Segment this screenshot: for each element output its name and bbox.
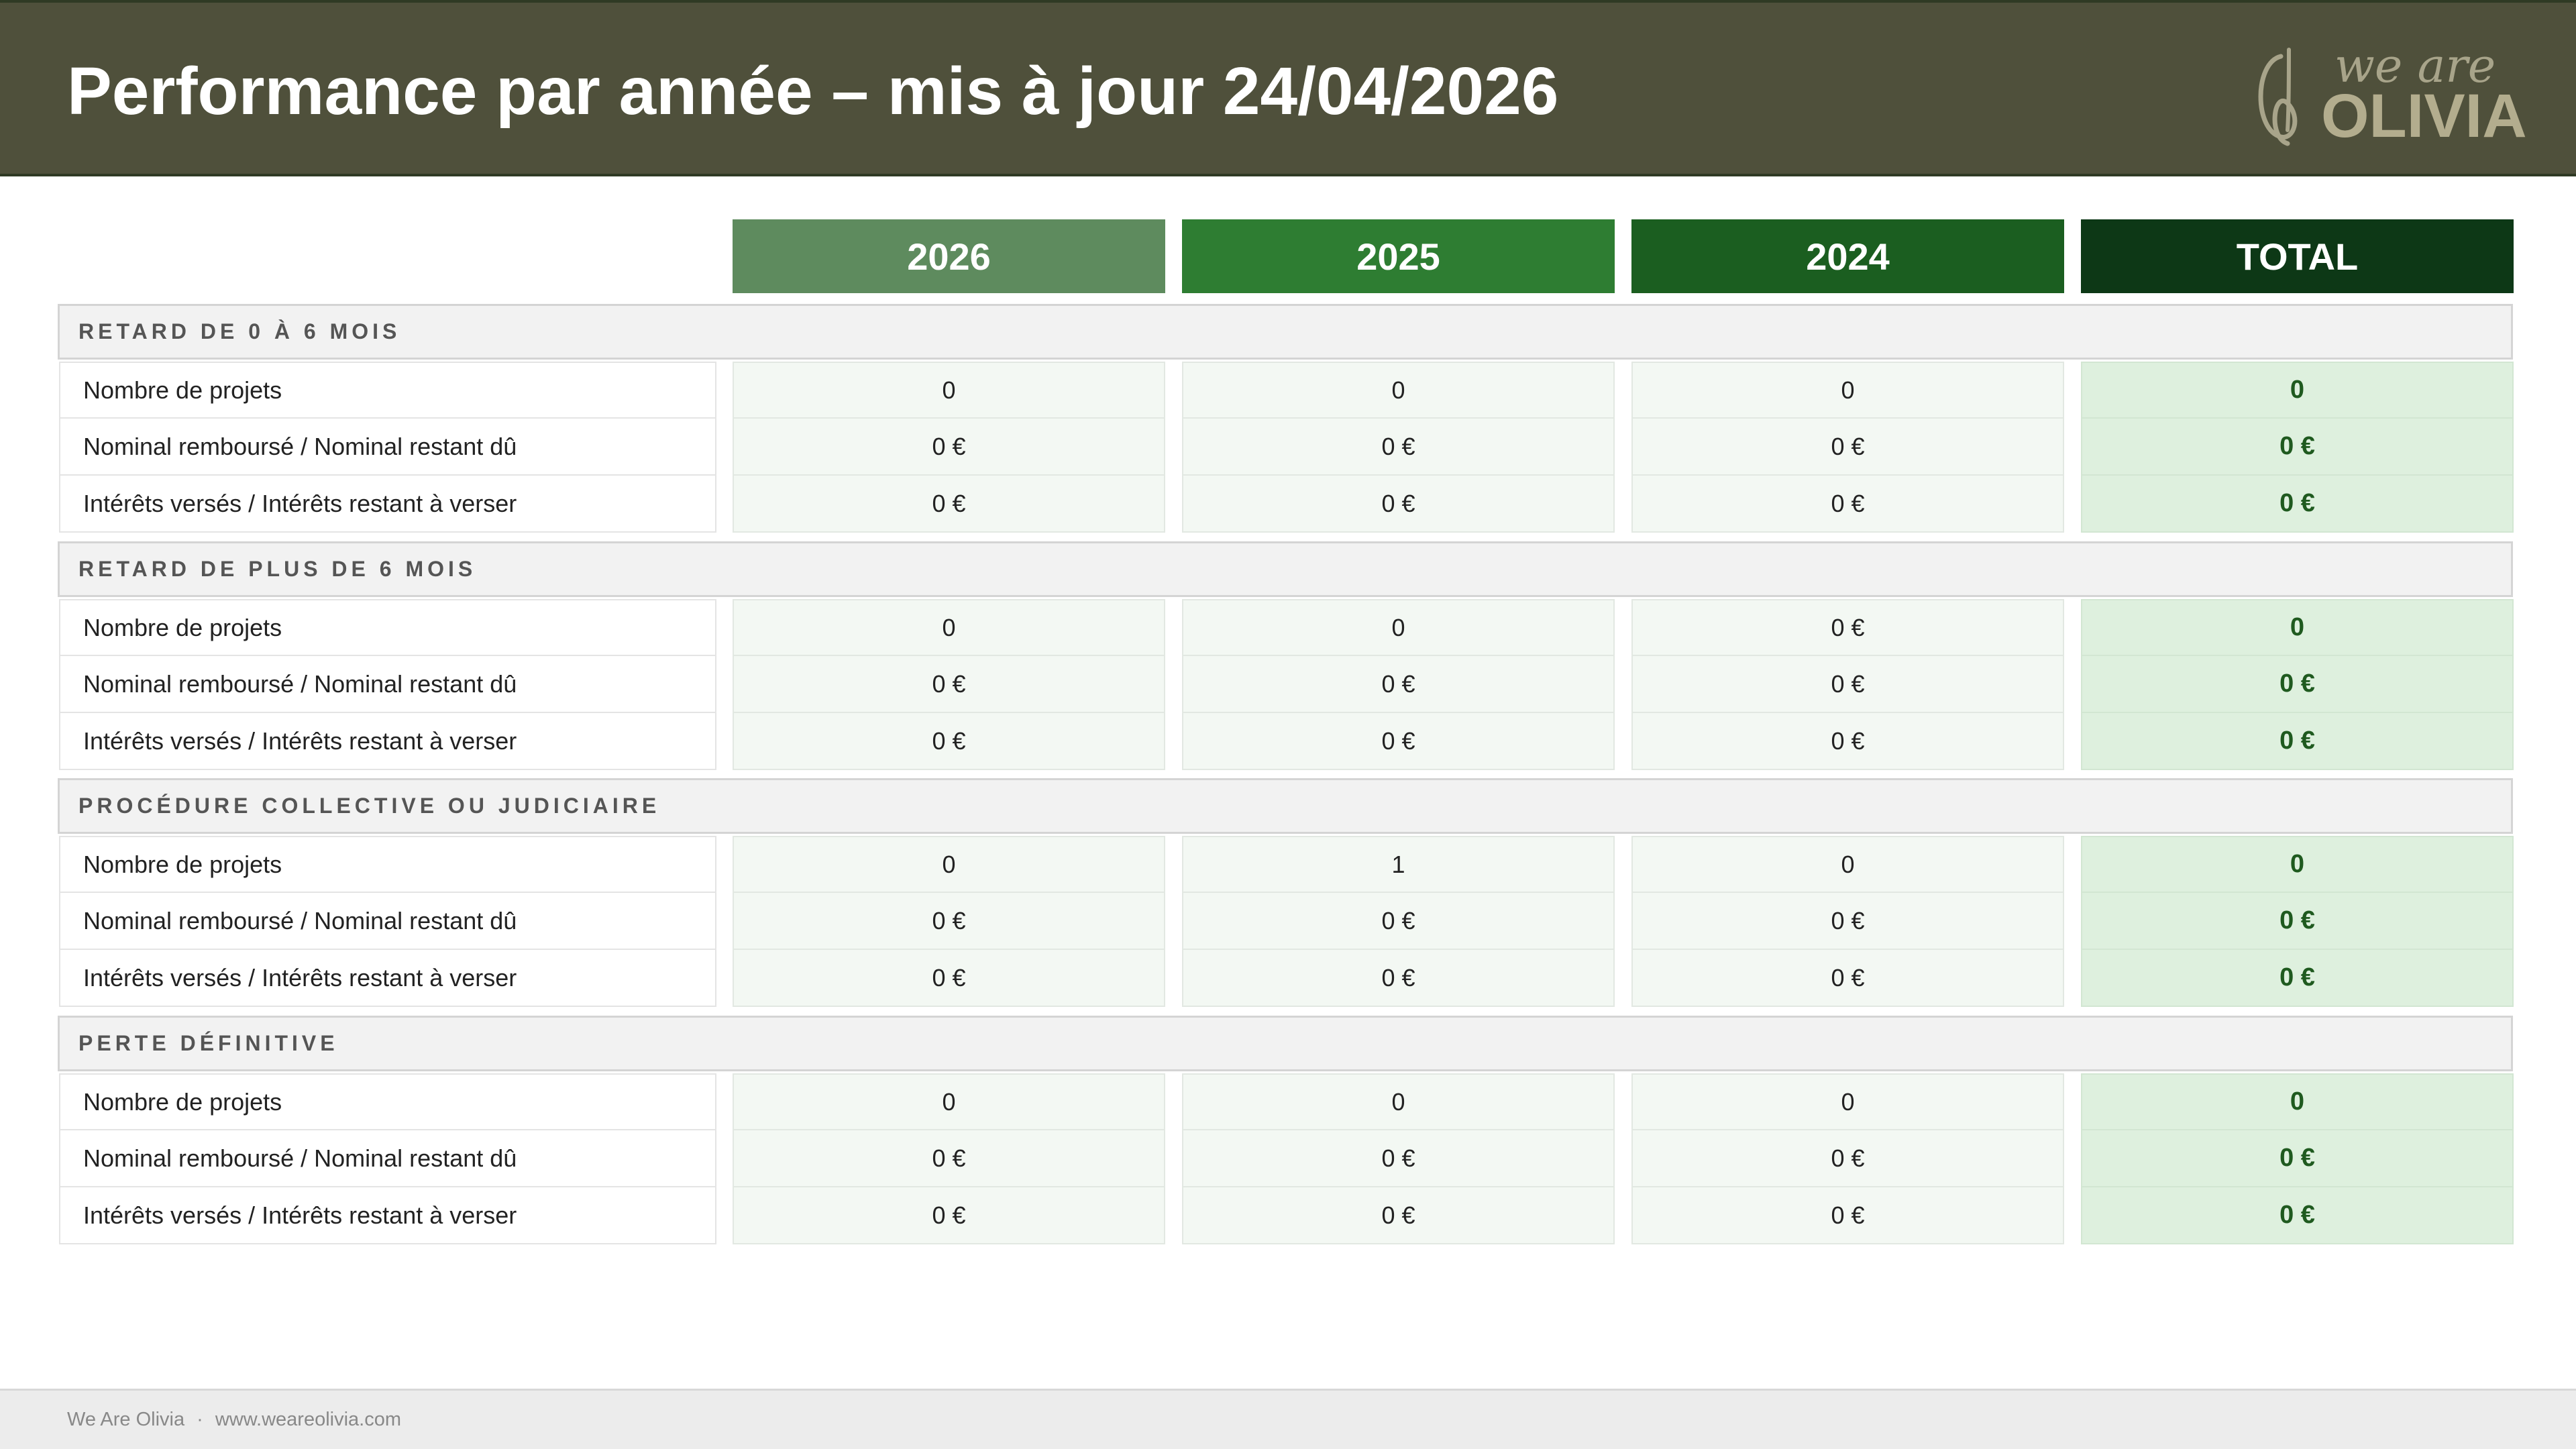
total-cell: 0 € — [2081, 713, 2514, 770]
value-cell-2025: 0 € — [1182, 1187, 1615, 1244]
value-cell-2026: 0 € — [733, 713, 1165, 770]
value-cell-2026: 0 € — [733, 1187, 1165, 1244]
value-cell-2026: 0 € — [733, 656, 1165, 713]
svg-text:we are: we are — [2334, 38, 2496, 93]
value-cell-2026: 0 € — [733, 950, 1165, 1007]
value-cell-2025: 0 € — [1182, 1130, 1615, 1187]
section-title: PROCÉDURE COLLECTIVE OU JUDICIAIRE — [78, 794, 661, 818]
value-cell-2024: 0 — [1631, 1073, 2064, 1130]
section-header: RETARD DE 0 À 6 MOIS — [58, 304, 2513, 360]
total-cell: 0 € — [2081, 476, 2514, 533]
column-header-total: TOTAL — [2081, 219, 2514, 293]
footer-website: www.weareolivia.com — [215, 1409, 402, 1430]
we-are-olivia-logo: we are OLIVIA — [2241, 36, 2536, 164]
total-cell: 0 — [2081, 599, 2514, 656]
section-title: RETARD DE PLUS DE 6 MOIS — [78, 557, 477, 581]
column-header-year: 2024 — [1631, 219, 2064, 293]
value-cell-2024: 0 € — [1631, 419, 2064, 476]
section-header: PROCÉDURE COLLECTIVE OU JUDICIAIRE — [58, 778, 2513, 834]
value-cell-2026: 0 — [733, 836, 1165, 893]
total-cell: 0 € — [2081, 1187, 2514, 1244]
row-label: Nombre de projets — [59, 599, 716, 656]
row-label: Intérêts versés / Intérêts restant à ver… — [59, 950, 716, 1007]
footer: We Are Olivia · www.weareolivia.com — [0, 1389, 2576, 1449]
row-label: Nombre de projets — [59, 362, 716, 419]
column-header-year: 2025 — [1182, 219, 1615, 293]
value-cell-2024: 0 € — [1631, 893, 2064, 950]
value-cell-2026: 0 € — [733, 476, 1165, 533]
page-title: Performance par année – mis à jour 24/04… — [67, 54, 1559, 129]
section-title: RETARD DE 0 À 6 MOIS — [78, 319, 401, 343]
value-cell-2025: 0 — [1182, 1073, 1615, 1130]
value-cell-2026: 0 € — [733, 893, 1165, 950]
value-cell-2025: 0 € — [1182, 893, 1615, 950]
section-header: RETARD DE PLUS DE 6 MOIS — [58, 541, 2513, 597]
total-cell: 0 € — [2081, 950, 2514, 1007]
value-cell-2026: 0 — [733, 1073, 1165, 1130]
row-label: Intérêts versés / Intérêts restant à ver… — [59, 713, 716, 770]
value-cell-2024: 0 — [1631, 362, 2064, 419]
value-cell-2024: 0 € — [1631, 713, 2064, 770]
value-cell-2026: 0 € — [733, 419, 1165, 476]
row-label: Nominal remboursé / Nominal restant dû — [59, 893, 716, 950]
row-label: Intérêts versés / Intérêts restant à ver… — [59, 1187, 716, 1244]
footer-company: We Are Olivia — [67, 1409, 185, 1430]
total-cell: 0 — [2081, 362, 2514, 419]
svg-text:OLIVIA: OLIVIA — [2321, 82, 2527, 150]
value-cell-2024: 0 € — [1631, 1187, 2064, 1244]
value-cell-2025: 0 — [1182, 599, 1615, 656]
row-label: Intérêts versés / Intérêts restant à ver… — [59, 476, 716, 533]
value-cell-2025: 0 — [1182, 362, 1615, 419]
section-title: PERTE DÉFINITIVE — [78, 1031, 339, 1055]
value-cell-2025: 0 € — [1182, 419, 1615, 476]
section-header: PERTE DÉFINITIVE — [58, 1016, 2513, 1071]
value-cell-2026: 0 — [733, 362, 1165, 419]
value-cell-2025: 0 € — [1182, 656, 1615, 713]
row-label: Nombre de projets — [59, 1073, 716, 1130]
value-cell-2025: 1 — [1182, 836, 1615, 893]
total-cell: 0 — [2081, 836, 2514, 893]
value-cell-2026: 0 — [733, 599, 1165, 656]
value-cell-2024: 0 € — [1631, 599, 2064, 656]
footer-separator: · — [197, 1409, 203, 1430]
row-label: Nombre de projets — [59, 836, 716, 893]
value-cell-2025: 0 € — [1182, 476, 1615, 533]
row-label: Nominal remboursé / Nominal restant dû — [59, 419, 716, 476]
value-cell-2026: 0 € — [733, 1130, 1165, 1187]
total-cell: 0 € — [2081, 893, 2514, 950]
value-cell-2024: 0 — [1631, 836, 2064, 893]
value-cell-2025: 0 € — [1182, 713, 1615, 770]
column-header-year: 2026 — [733, 219, 1165, 293]
total-cell: 0 € — [2081, 1130, 2514, 1187]
total-cell: 0 — [2081, 1073, 2514, 1130]
value-cell-2024: 0 € — [1631, 950, 2064, 1007]
value-cell-2024: 0 € — [1631, 656, 2064, 713]
value-cell-2024: 0 € — [1631, 1130, 2064, 1187]
value-cell-2025: 0 € — [1182, 950, 1615, 1007]
header-band: Performance par année – mis à jour 24/04… — [0, 0, 2576, 176]
value-cell-2024: 0 € — [1631, 476, 2064, 533]
row-label: Nominal remboursé / Nominal restant dû — [59, 656, 716, 713]
row-label: Nominal remboursé / Nominal restant dû — [59, 1130, 716, 1187]
total-cell: 0 € — [2081, 656, 2514, 713]
total-cell: 0 € — [2081, 419, 2514, 476]
